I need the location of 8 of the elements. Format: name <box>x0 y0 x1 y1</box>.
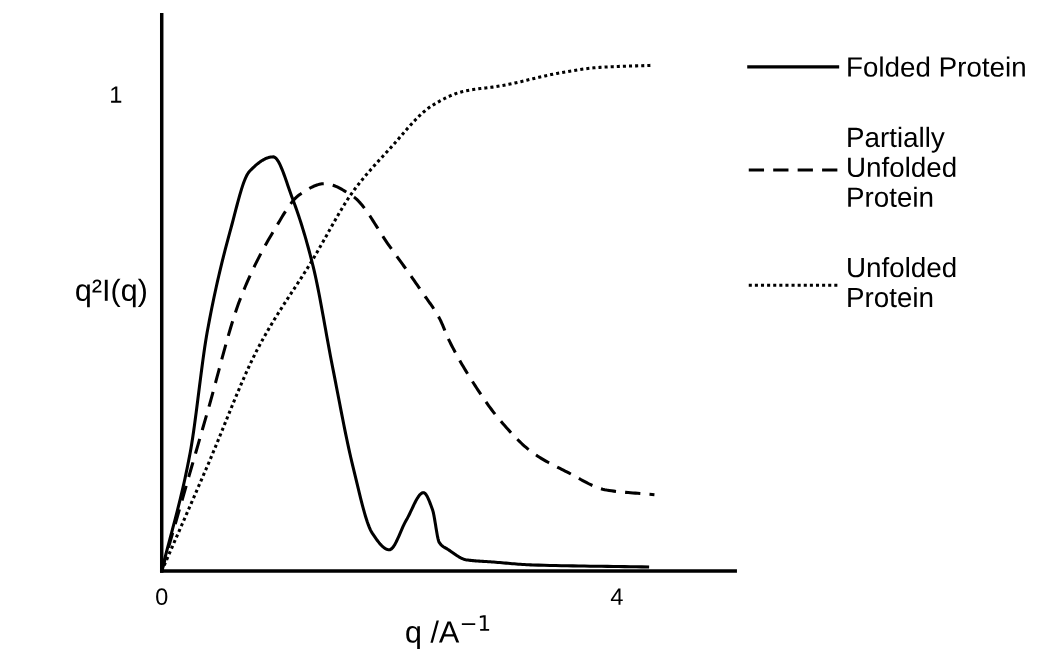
legend-label: Partially Unfolded Protein <box>848 126 956 208</box>
x-tick-label: 4 <box>610 588 623 605</box>
text: 1 <box>111 86 122 103</box>
y-axis-title: q²I(q) <box>76 278 146 308</box>
legend-label: Unfolded Protein <box>848 256 956 308</box>
x-tick-label: 0 <box>156 588 168 606</box>
legend-label: Folded Protein <box>848 56 1025 77</box>
x-axis-title: q /A$^{−1}$ <box>406 615 490 649</box>
